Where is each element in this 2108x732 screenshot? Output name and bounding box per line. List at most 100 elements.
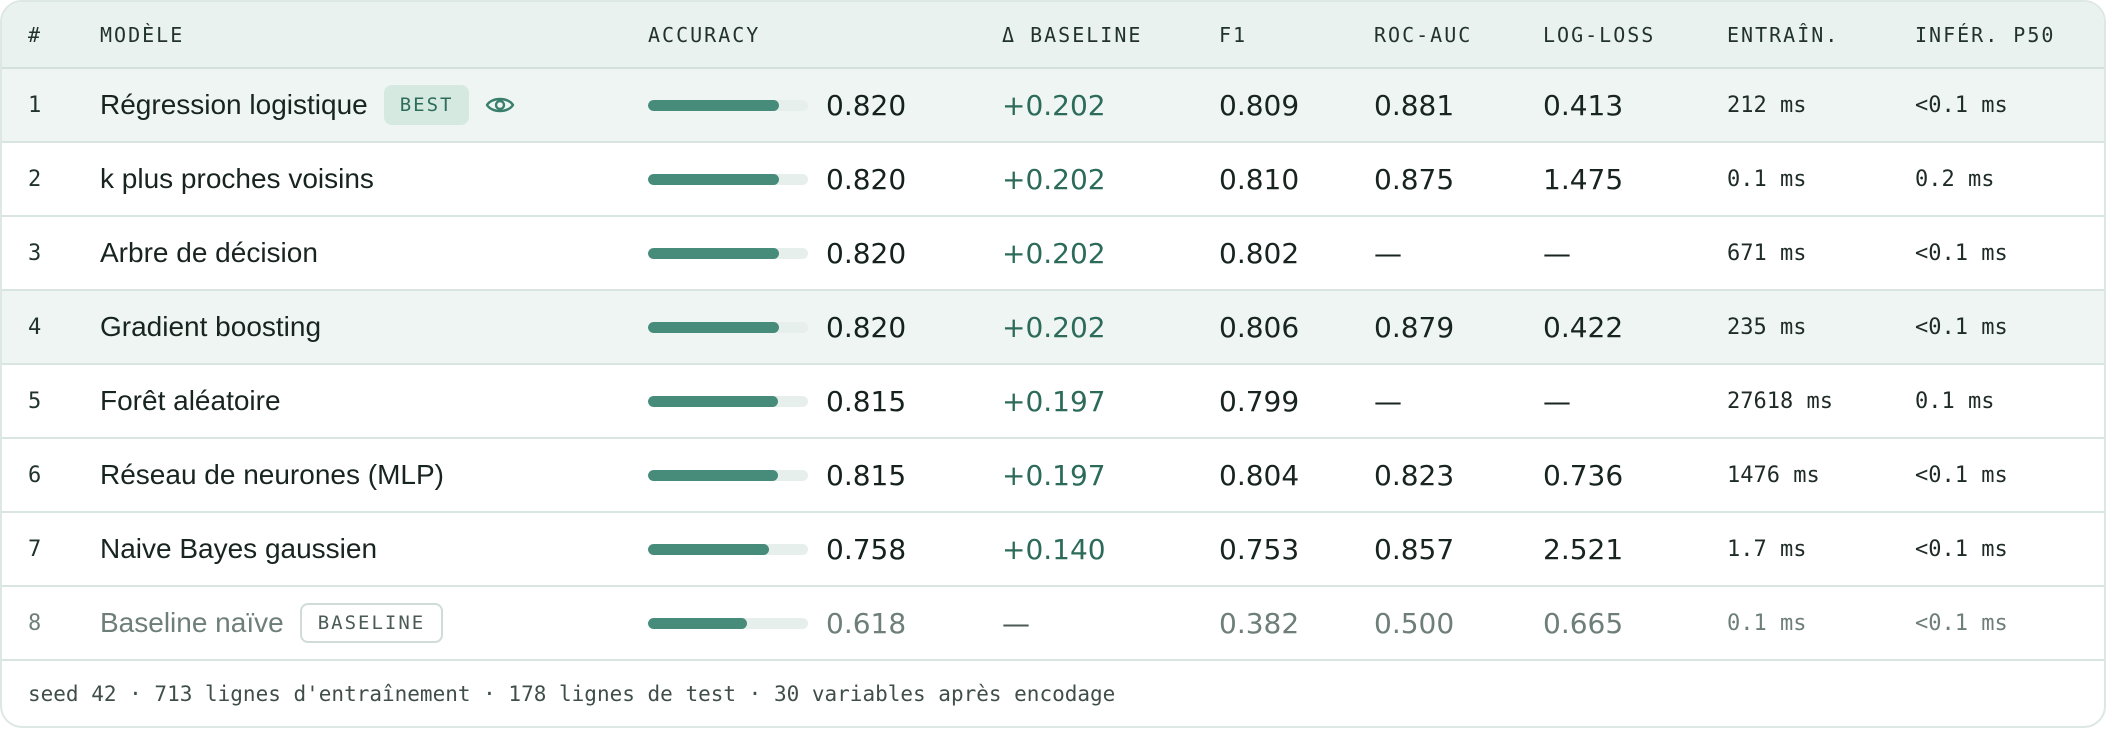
accuracy-value: 0.815 bbox=[826, 384, 907, 418]
row-index: 8 bbox=[28, 610, 42, 636]
model-name: Réseau de neurones (MLP) bbox=[100, 459, 444, 490]
infer-time-value: 0.2 ms bbox=[1915, 166, 1995, 192]
model-name: Arbre de décision bbox=[100, 237, 318, 268]
infer-time-value: <0.1 ms bbox=[1915, 536, 2008, 562]
f1-value: 0.753 bbox=[1219, 532, 1300, 566]
train-time-value: 1476 ms bbox=[1727, 462, 1820, 488]
header-accuracy[interactable]: ACCURACY bbox=[648, 2, 1002, 69]
accuracy-bar bbox=[648, 617, 808, 629]
table-row[interactable]: 2 k plus proches voisins 0.820 +0.202 0.… bbox=[2, 142, 2104, 216]
header-index: # bbox=[2, 2, 100, 69]
model-name: Gradient boosting bbox=[100, 311, 322, 342]
infer-time-value: <0.1 ms bbox=[1915, 92, 2008, 118]
accuracy-bar bbox=[648, 173, 808, 185]
eye-icon[interactable] bbox=[485, 94, 515, 116]
train-time-value: 27618 ms bbox=[1727, 388, 1833, 414]
log-loss-value: 0.736 bbox=[1543, 458, 1624, 492]
model-name: k plus proches voisins bbox=[100, 163, 374, 194]
row-index: 6 bbox=[28, 462, 42, 488]
table-row[interactable]: 1 Régression logistique BEST 0.820 bbox=[2, 68, 2104, 142]
delta-baseline-value: — bbox=[1002, 606, 1030, 640]
table-row[interactable]: 8 Baseline naïve BASELINE 0.618 — 0.382 … bbox=[2, 586, 2104, 660]
roc-auc-value: 0.875 bbox=[1374, 162, 1455, 196]
delta-baseline-value: +0.202 bbox=[1002, 310, 1106, 344]
model-name: Naive Bayes gaussien bbox=[100, 533, 378, 564]
infer-time-value: <0.1 ms bbox=[1915, 240, 2008, 266]
infer-time-value: 0.1 ms bbox=[1915, 388, 1995, 414]
header-delta-baseline[interactable]: Δ BASELINE bbox=[1002, 2, 1219, 69]
table-row[interactable]: 3 Arbre de décision 0.820 +0.202 0.802 —… bbox=[2, 216, 2104, 290]
table-header-row: # MODÈLE ACCURACY Δ BASELINE F1 ROC-AUC … bbox=[2, 2, 2104, 69]
row-index: 4 bbox=[28, 314, 42, 340]
table-footer-note: seed 42 · 713 lignes d'entraînement · 17… bbox=[28, 682, 1116, 706]
header-roc-auc[interactable]: ROC-AUC bbox=[1374, 2, 1543, 69]
best-badge: BEST bbox=[383, 85, 470, 125]
baseline-badge: BASELINE bbox=[299, 603, 444, 643]
f1-value: 0.806 bbox=[1219, 310, 1300, 344]
roc-auc-value: 0.879 bbox=[1374, 310, 1455, 344]
accuracy-value: 0.820 bbox=[826, 310, 907, 344]
infer-time-value: <0.1 ms bbox=[1915, 462, 2008, 488]
header-f1[interactable]: F1 bbox=[1219, 2, 1374, 69]
delta-baseline-value: +0.202 bbox=[1002, 236, 1106, 270]
f1-value: 0.382 bbox=[1219, 606, 1300, 640]
f1-value: 0.799 bbox=[1219, 384, 1300, 418]
accuracy-value: 0.820 bbox=[826, 162, 907, 196]
log-loss-value: 1.475 bbox=[1543, 162, 1624, 196]
header-infer-p50[interactable]: INFÉR. P50 bbox=[1915, 2, 2104, 69]
log-loss-value: 2.521 bbox=[1543, 532, 1624, 566]
model-name: Baseline naïve bbox=[100, 607, 284, 638]
train-time-value: 1.7 ms bbox=[1727, 536, 1807, 562]
log-loss-value: 0.413 bbox=[1543, 88, 1624, 122]
log-loss-value: 0.422 bbox=[1543, 310, 1624, 344]
roc-auc-value: 0.500 bbox=[1374, 606, 1455, 640]
table-row[interactable]: 5 Forêt aléatoire 0.815 +0.197 0.799 — —… bbox=[2, 364, 2104, 438]
header-model[interactable]: MODÈLE bbox=[100, 2, 648, 69]
train-time-value: 0.1 ms bbox=[1727, 610, 1807, 636]
accuracy-value: 0.820 bbox=[826, 236, 907, 270]
model-name: Régression logistique bbox=[100, 89, 368, 120]
log-loss-value: — bbox=[1543, 236, 1571, 270]
train-time-value: 0.1 ms bbox=[1727, 166, 1807, 192]
infer-time-value: <0.1 ms bbox=[1915, 314, 2008, 340]
accuracy-bar bbox=[648, 469, 808, 481]
table-row[interactable]: 4 Gradient boosting 0.820 +0.202 0.806 0… bbox=[2, 290, 2104, 364]
accuracy-value: 0.820 bbox=[826, 88, 907, 122]
f1-value: 0.802 bbox=[1219, 236, 1300, 270]
row-index: 3 bbox=[28, 240, 42, 266]
accuracy-bar bbox=[648, 247, 808, 259]
infer-time-value: <0.1 ms bbox=[1915, 610, 2008, 636]
accuracy-bar bbox=[648, 321, 808, 333]
delta-baseline-value: +0.197 bbox=[1002, 458, 1106, 492]
train-time-value: 671 ms bbox=[1727, 240, 1807, 266]
delta-baseline-value: +0.202 bbox=[1002, 162, 1106, 196]
f1-value: 0.804 bbox=[1219, 458, 1300, 492]
row-index: 7 bbox=[28, 536, 42, 562]
header-train-time[interactable]: ENTRAÎN. bbox=[1727, 2, 1915, 69]
header-log-loss[interactable]: LOG-LOSS bbox=[1543, 2, 1727, 69]
roc-auc-value: 0.823 bbox=[1374, 458, 1455, 492]
model-comparison-table: # MODÈLE ACCURACY Δ BASELINE F1 ROC-AUC … bbox=[2, 2, 2104, 661]
f1-value: 0.810 bbox=[1219, 162, 1300, 196]
accuracy-bar bbox=[648, 395, 808, 407]
accuracy-bar bbox=[648, 543, 808, 555]
accuracy-value: 0.758 bbox=[826, 532, 907, 566]
row-index: 2 bbox=[28, 166, 42, 192]
accuracy-value: 0.618 bbox=[826, 606, 907, 640]
roc-auc-value: — bbox=[1374, 236, 1402, 270]
train-time-value: 235 ms bbox=[1727, 314, 1807, 340]
log-loss-value: — bbox=[1543, 384, 1571, 418]
f1-value: 0.809 bbox=[1219, 88, 1300, 122]
roc-auc-value: — bbox=[1374, 384, 1402, 418]
roc-auc-value: 0.881 bbox=[1374, 88, 1455, 122]
log-loss-value: 0.665 bbox=[1543, 606, 1624, 640]
accuracy-value: 0.815 bbox=[826, 458, 907, 492]
delta-baseline-value: +0.197 bbox=[1002, 384, 1106, 418]
roc-auc-value: 0.857 bbox=[1374, 532, 1455, 566]
table-row[interactable]: 7 Naive Bayes gaussien 0.758 +0.140 0.75… bbox=[2, 512, 2104, 586]
table-row[interactable]: 6 Réseau de neurones (MLP) 0.815 +0.197 … bbox=[2, 438, 2104, 512]
model-name: Forêt aléatoire bbox=[100, 385, 281, 416]
train-time-value: 212 ms bbox=[1727, 92, 1807, 118]
row-index: 1 bbox=[28, 92, 42, 118]
